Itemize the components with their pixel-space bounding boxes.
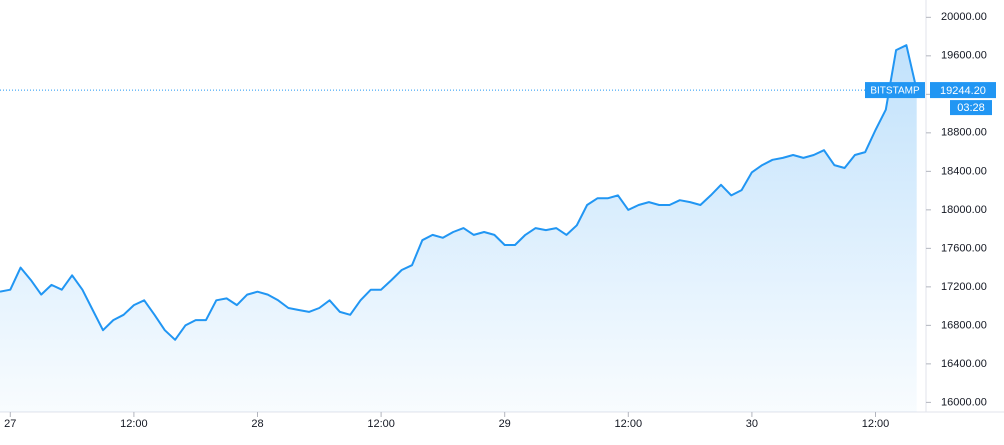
y-tick-label: 16800.00 xyxy=(941,319,987,331)
x-tick-label: 12:00 xyxy=(862,418,890,430)
y-tick-label: 18800.00 xyxy=(941,127,987,139)
x-tick-label: 27 xyxy=(4,418,16,430)
y-tick-label: 17200.00 xyxy=(941,281,987,293)
x-tick-label: 29 xyxy=(499,418,511,430)
area-fill xyxy=(0,45,917,412)
countdown-label: 03:28 xyxy=(957,102,985,114)
x-tick-label: 12:00 xyxy=(615,418,643,430)
series-label: BITSTAMP xyxy=(870,86,920,97)
x-tick-label: 12:00 xyxy=(120,418,148,430)
y-tick-label: 20000.00 xyxy=(941,11,987,23)
y-tick-label: 19600.00 xyxy=(941,50,987,62)
y-tick-label: 18000.00 xyxy=(941,204,987,216)
x-tick-label: 28 xyxy=(251,418,263,430)
last-price-label: 19244.20 xyxy=(940,85,986,97)
price-line xyxy=(0,44,918,341)
series-label-box xyxy=(865,82,925,99)
x-tick-label: 12:00 xyxy=(367,418,395,430)
countdown-box xyxy=(950,100,992,116)
last-price-box xyxy=(930,82,996,99)
x-tick-label: 30 xyxy=(746,418,758,430)
y-tick-label: 16400.00 xyxy=(941,358,987,370)
y-tick-label: 17600.00 xyxy=(941,242,987,254)
y-tick-label: 16000.00 xyxy=(941,396,987,408)
y-tick-label: 18400.00 xyxy=(941,165,987,177)
